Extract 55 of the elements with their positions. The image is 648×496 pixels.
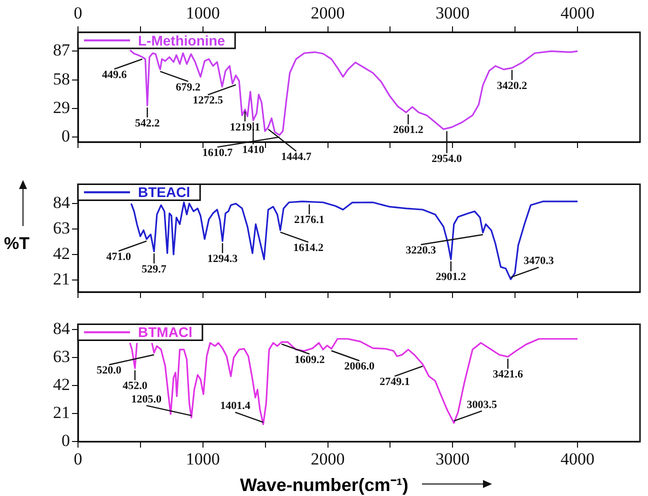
x-tick-label: 1000 <box>186 449 220 468</box>
x2-tick-label: 3000 <box>436 4 470 23</box>
y-tick-label: 84 <box>53 319 70 338</box>
x-tick-label: 4000 <box>560 449 595 468</box>
y-tick-label: 0 <box>62 431 70 450</box>
x-tick-label: 3000 <box>436 449 470 468</box>
x2-tick-label: 1000 <box>186 4 220 23</box>
legend-label: L-Methionine <box>138 32 226 48</box>
y-tick-label: 58 <box>53 69 70 88</box>
y-tick-label: 29 <box>53 98 70 117</box>
annotation: 1410 <box>242 144 265 156</box>
annotation: 1610.7 <box>202 146 234 159</box>
annotation: 3421.6 <box>492 368 524 381</box>
y-tick-label: 42 <box>53 375 70 394</box>
y-tick-label: 87 <box>53 40 70 60</box>
annotation: 679.2 <box>176 81 202 94</box>
annotation: 471.0 <box>106 250 132 263</box>
annotation: 452.0 <box>122 380 148 392</box>
y-tick-label: 21 <box>53 269 70 288</box>
y-tick-label: 63 <box>53 347 70 366</box>
annotation: 2601.2 <box>393 124 424 136</box>
annotation: 3470.3 <box>524 255 554 268</box>
annotation: 1609.2 <box>294 354 326 366</box>
annotation: 2749.1 <box>380 376 410 388</box>
annotation: 2901.2 <box>436 271 467 284</box>
x-tick-label: 2000 <box>310 449 345 468</box>
annotation: 542.2 <box>134 117 160 130</box>
x2-tick-label: 4000 <box>560 4 595 23</box>
annotation: 3220.3 <box>406 244 437 256</box>
annotation: 2006.0 <box>344 360 376 373</box>
annotation: 2176.1 <box>294 214 324 226</box>
y-axis-title: %T <box>4 234 30 254</box>
y-tick-label: 42 <box>53 244 70 263</box>
annotation: 3420.2 <box>496 80 528 92</box>
annotation: 529.7 <box>142 263 167 276</box>
x-axis-title: Wave-number(cm⁻¹) <box>240 474 408 496</box>
x-tick-label: 0 <box>74 449 82 468</box>
x2-tick-label: 0 <box>74 4 82 23</box>
annotation: 449.6 <box>102 68 128 81</box>
annotation: 1401.4 <box>220 400 251 412</box>
annotation: 1294.3 <box>207 252 238 265</box>
annotation: 2954.0 <box>432 153 462 166</box>
y-tick-label: 0 <box>62 126 70 146</box>
y-tick-label: 21 <box>53 403 70 422</box>
annotation: 520.0 <box>96 364 122 377</box>
annotation: 3003.5 <box>466 398 498 411</box>
y-tick-label: 63 <box>53 218 70 238</box>
annotation: 1614.2 <box>293 242 324 254</box>
y-tick-label: 84 <box>53 193 70 212</box>
legend-label: BTMACl <box>138 324 192 340</box>
x2-tick-label: 2000 <box>310 4 345 23</box>
annotation: 1205.0 <box>131 393 162 406</box>
annotation: 1444.7 <box>281 151 312 164</box>
legend-label: BTEACl <box>138 184 190 200</box>
annotation: 1272.5 <box>192 94 224 107</box>
